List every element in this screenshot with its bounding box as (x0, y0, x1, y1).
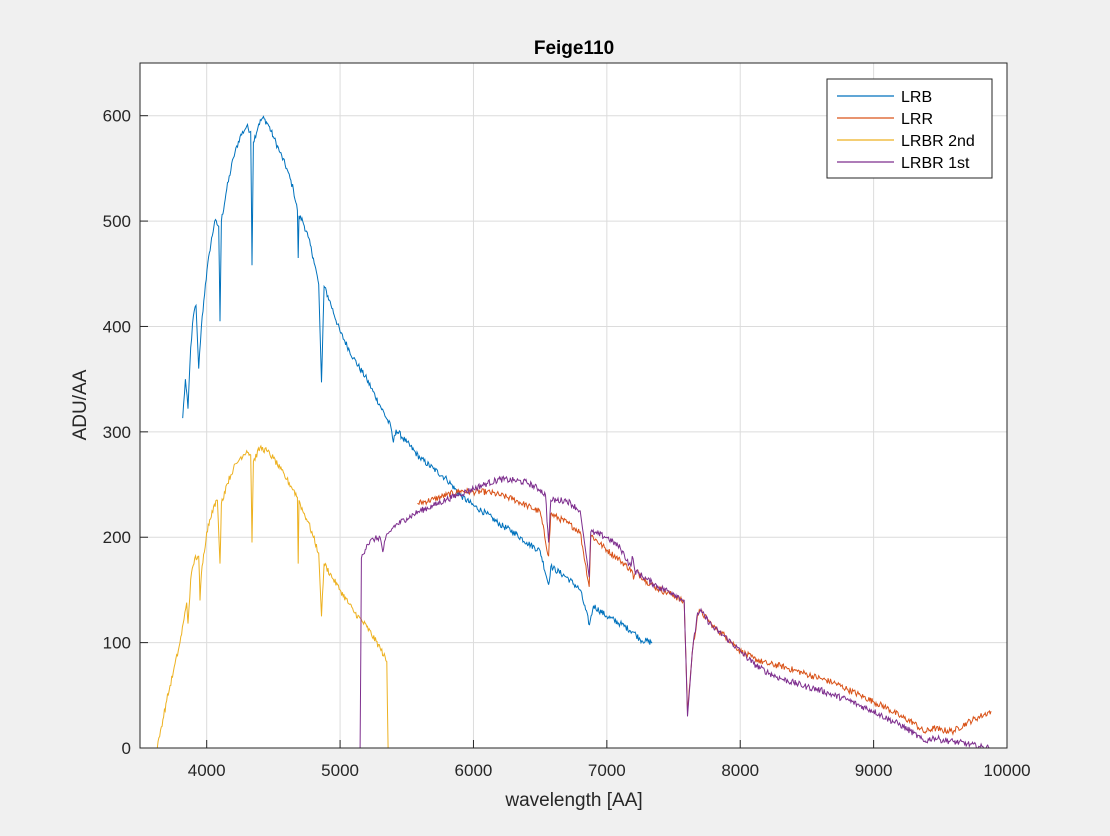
y-axis: 0 100 200 300 400 500 600 (103, 107, 148, 758)
legend-label: LRBR 1st (901, 155, 970, 172)
x-tick-label: 8000 (721, 761, 759, 780)
x-tick-label: 4000 (188, 761, 226, 780)
y-tick-label: 300 (103, 423, 131, 442)
series-line-3 (359, 475, 991, 748)
x-axis-label: wavelength [AA] (504, 790, 642, 811)
chart-title: Feige110 (534, 38, 614, 59)
axes-box (139, 62, 1008, 749)
x-axis: 4000 5000 6000 7000 8000 9000 10000 (188, 740, 1031, 780)
y-tick-label: 200 (103, 528, 131, 547)
series-line-0 (182, 115, 653, 645)
x-tick-label: 5000 (321, 761, 359, 780)
y-axis-label: ADU/AA (70, 369, 91, 440)
series-line-2 (156, 444, 389, 748)
x-tick-label: 9000 (855, 761, 893, 780)
legend-label: LRBR 2nd (901, 133, 975, 150)
y-tick-label: 0 (122, 739, 131, 758)
legend: LRB LRR LRBR 2nd LRBR 1st (826, 78, 993, 179)
y-tick-label: 600 (103, 107, 131, 126)
y-tick-label: 100 (103, 634, 131, 653)
x-tick-label: 7000 (588, 761, 626, 780)
legend-label: LRB (901, 89, 932, 106)
y-tick-label: 400 (103, 317, 131, 336)
legend-label: LRR (901, 111, 933, 128)
series-layer (156, 115, 992, 748)
x-tick-label: 6000 (455, 761, 493, 780)
y-tick-label: 500 (103, 212, 131, 231)
x-tick-label: 10000 (983, 761, 1030, 780)
